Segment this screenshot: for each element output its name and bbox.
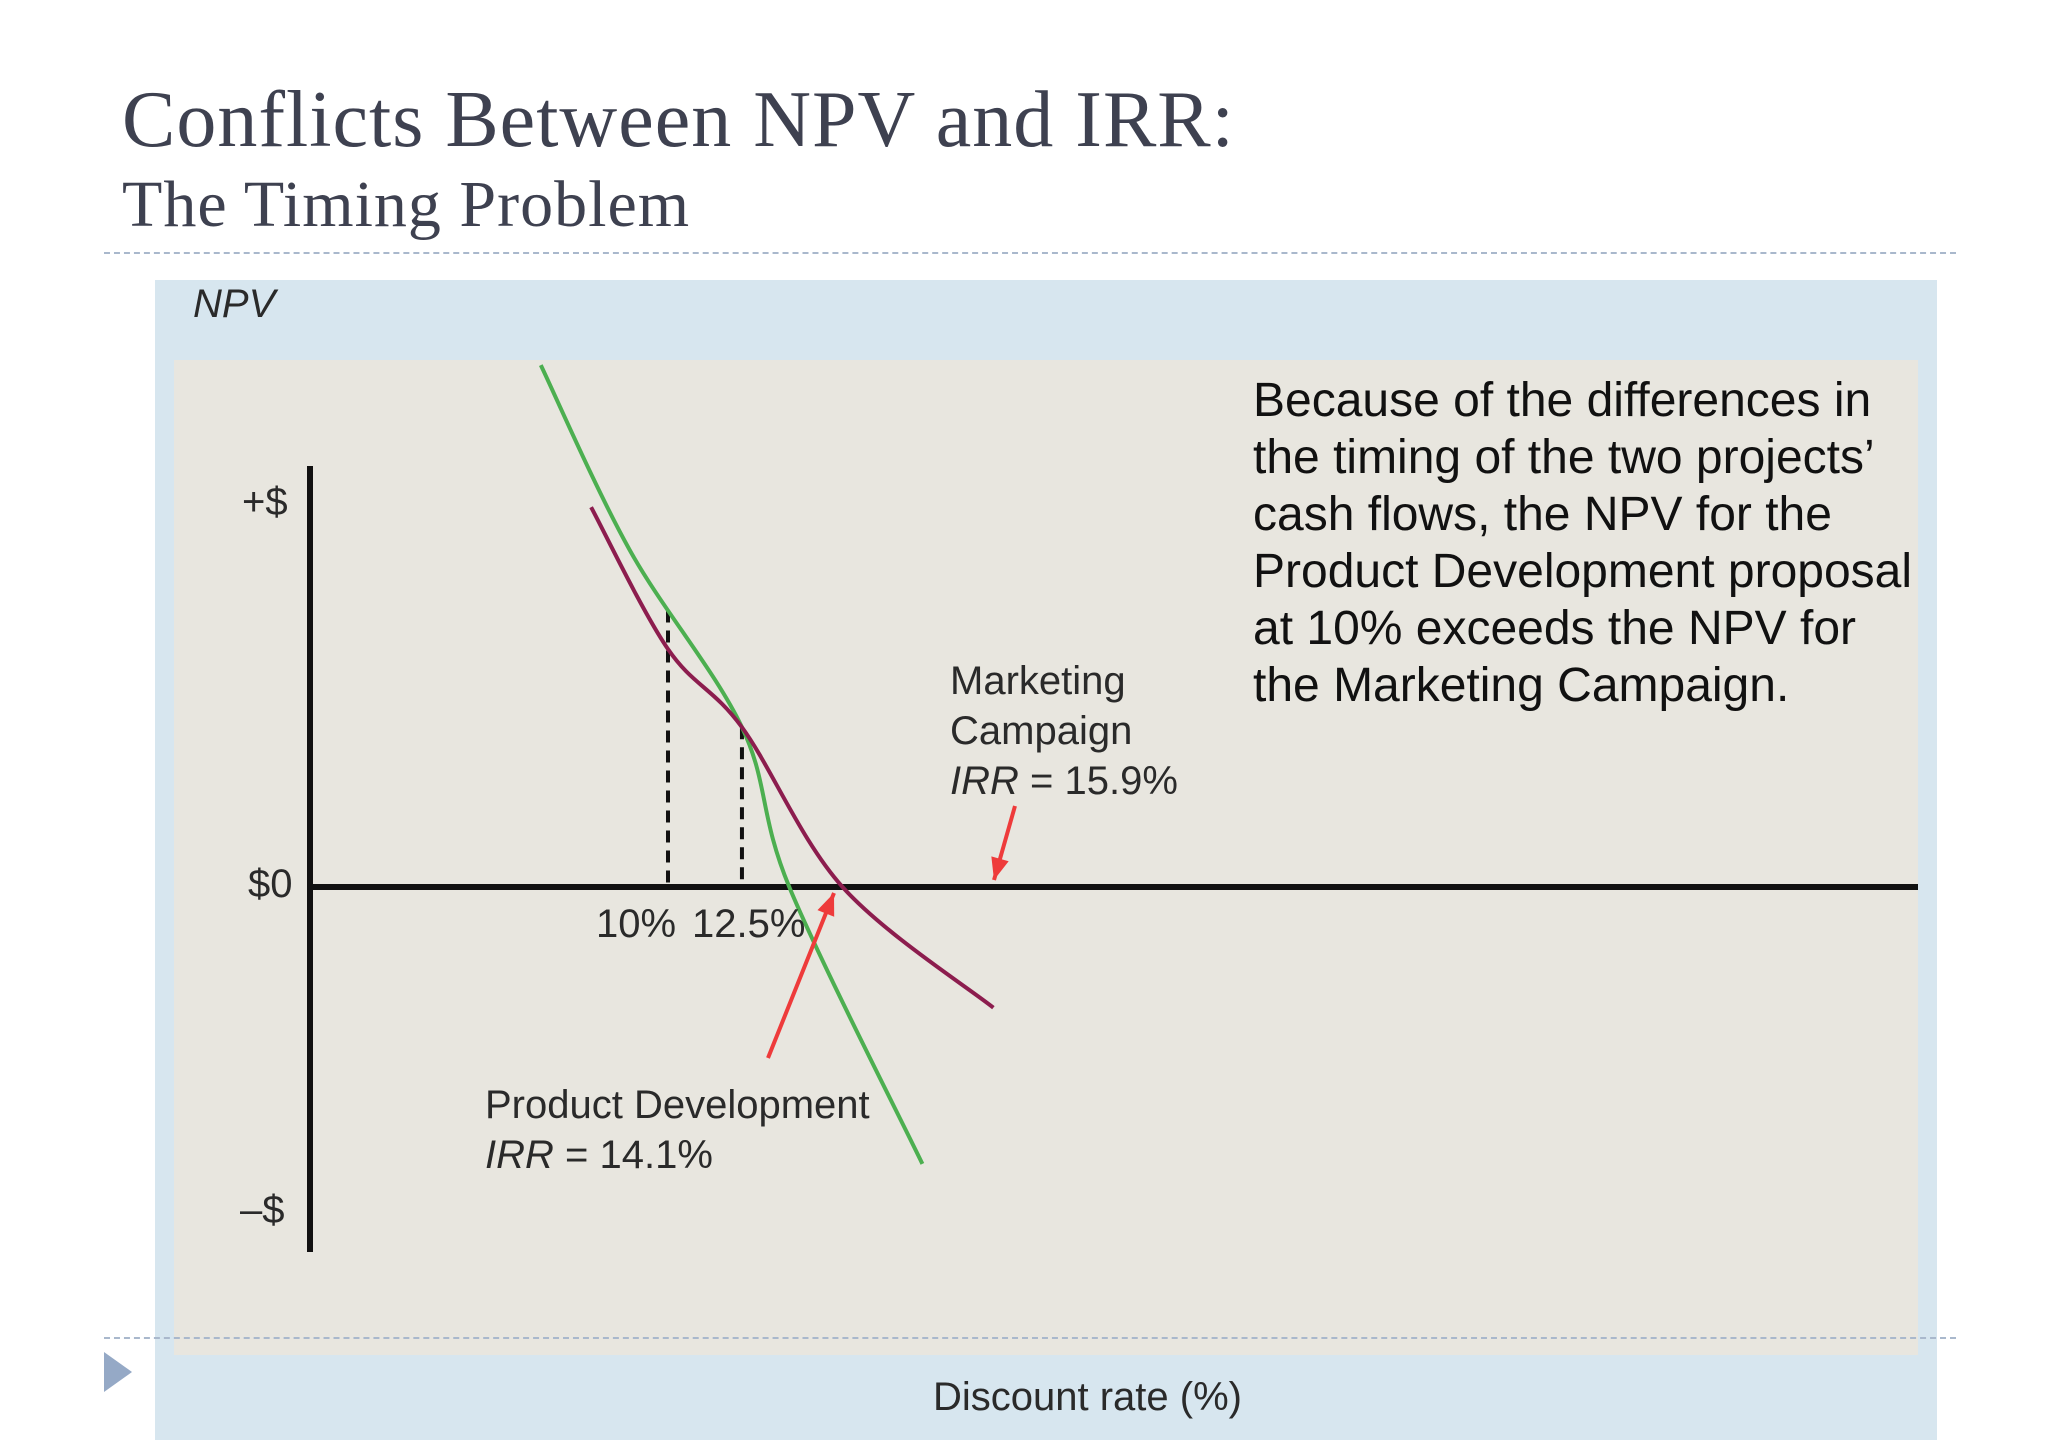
y-axis-title: NPV [193,282,276,326]
footer-divider [104,1337,1956,1339]
marketing-campaign-label-line1: Marketing [950,659,1126,703]
slide-subtitle: The Timing Problem [122,168,691,241]
x-marker-label-10: 10% [596,902,677,946]
x-marker-label-12-5: 12.5% [692,902,806,946]
slide-nav-triangle-icon [104,1352,132,1392]
y-tick-label-zero: $0 [248,862,293,906]
product-irr-arrow-head [817,893,835,917]
product-development-irr: IRR = 14.1% [485,1133,713,1177]
product-irr-arrow-shaft [766,892,836,1059]
marketing-campaign-irr: IRR = 15.9% [950,759,1178,803]
y-tick-label-positive: +$ [242,480,288,524]
y-tick-label-negative: –$ [240,1188,285,1232]
title-divider [104,252,1956,254]
chart-plot-area [174,360,1918,1355]
marketing-irr-arrow-head [991,856,1009,880]
x-axis-title: Discount rate (%) [933,1375,1242,1419]
product-development-label: Product Development [485,1083,870,1127]
marketing-campaign-label-line2: Campaign [950,709,1133,753]
series-line-marketing-campaign [589,506,995,1010]
slide-title: Conflicts Between NPV and IRR: [122,76,1235,164]
timing-explanation-note: Because of the differences in the timing… [1253,374,1913,712]
series-line-product-development [539,364,925,1165]
